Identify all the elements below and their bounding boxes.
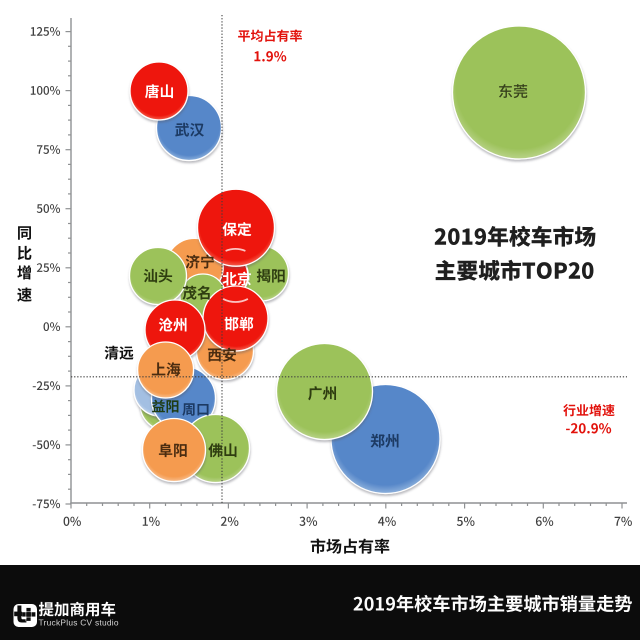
svg-text:TruckPlus CV studio: TruckPlus CV studio [39,618,119,628]
